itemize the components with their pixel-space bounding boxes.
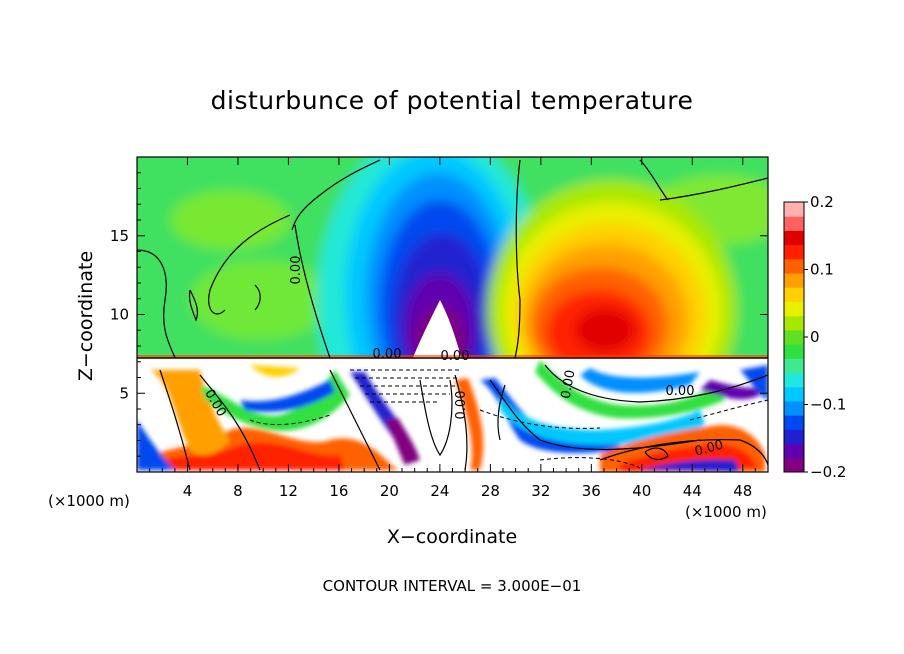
x-tick-label: 24: [430, 482, 449, 500]
lower-layer-field: [137, 360, 768, 472]
contour-label: 0.00: [666, 384, 695, 399]
y-axis-label: Z−coordinate: [75, 250, 97, 382]
colorbar-swatch: [784, 287, 804, 302]
z-tick-label: 5: [119, 384, 129, 402]
colorbar-swatch: [784, 202, 804, 217]
colorbar-swatch: [784, 315, 804, 331]
colorbar-tick-label: 0.2: [810, 193, 834, 211]
colorbar-swatch: [784, 400, 804, 416]
colorbar-swatch: [784, 386, 804, 402]
contour-label: 0.00: [454, 391, 469, 420]
x-tick-label: 48: [733, 482, 752, 500]
x-tick-label: 12: [279, 482, 298, 500]
x-tick-label: 40: [632, 482, 651, 500]
colorbar-tick-label: 0.1: [810, 261, 834, 279]
colorbar: 0.2 0.1 0 −0.1 −0.2: [783, 193, 846, 481]
z-tick-label: 10: [110, 306, 129, 324]
x-tick-label: 8: [233, 482, 243, 500]
x-tick-label: 16: [329, 482, 348, 500]
colorbar-tick-label: 0: [810, 328, 820, 346]
colorbar-swatch: [784, 244, 804, 260]
contour-label: 0.00: [289, 256, 304, 285]
chart-title: disturbunce of potential temperature: [210, 86, 694, 115]
colorbar-swatch: [784, 344, 804, 359]
potential-temperature-field: [137, 157, 768, 472]
contour-label: 0.00: [693, 438, 725, 460]
colorbar-swatch: [784, 258, 804, 274]
x-tick-label: 32: [531, 482, 550, 500]
x-axis-label: X−coordinate: [386, 526, 518, 548]
colorbar-swatch: [784, 429, 804, 445]
contour-label: 0.00: [559, 369, 579, 400]
contour-lines: [137, 159, 768, 471]
colorbar-swatch: [784, 415, 804, 430]
colorbar-swatch: [784, 230, 804, 246]
colorbar-swatch: [784, 457, 804, 473]
z-axis: 5 10 15: [110, 172, 768, 457]
colorbar-tick-label: −0.2: [810, 463, 846, 481]
colorbar-swatch: [784, 443, 804, 459]
colorbar-swatch: [784, 372, 804, 388]
contour-label: 0.00: [373, 347, 402, 362]
negative-contours: [249, 369, 768, 469]
colorbar-tick-label: −0.1: [810, 396, 846, 414]
contour-interval-note: CONTOUR INTERVAL = 3.000E−01: [322, 577, 582, 595]
x-axis-unit: (×1000 m): [48, 492, 130, 510]
contour-label: 0.00: [441, 349, 470, 364]
z-tick-label: 15: [110, 227, 129, 245]
x-tick-label: 44: [683, 482, 702, 500]
colorbar-swatch: [784, 301, 804, 317]
x-tick-label: 4: [183, 482, 193, 500]
x-tick-label: 28: [481, 482, 500, 500]
colorbar-swatch: [784, 358, 804, 374]
colorbar-swatch: [784, 216, 804, 231]
x-tick-label: 20: [380, 482, 399, 500]
x-axis: 4 8 12 16 20 24 28 32 36 40 44 48: [149, 157, 756, 500]
colorbar-swatch: [784, 273, 804, 288]
colorbar-swatch: [784, 329, 804, 345]
x-axis-unit-right: (×1000 m): [685, 503, 767, 521]
x-tick-label: 36: [582, 482, 601, 500]
